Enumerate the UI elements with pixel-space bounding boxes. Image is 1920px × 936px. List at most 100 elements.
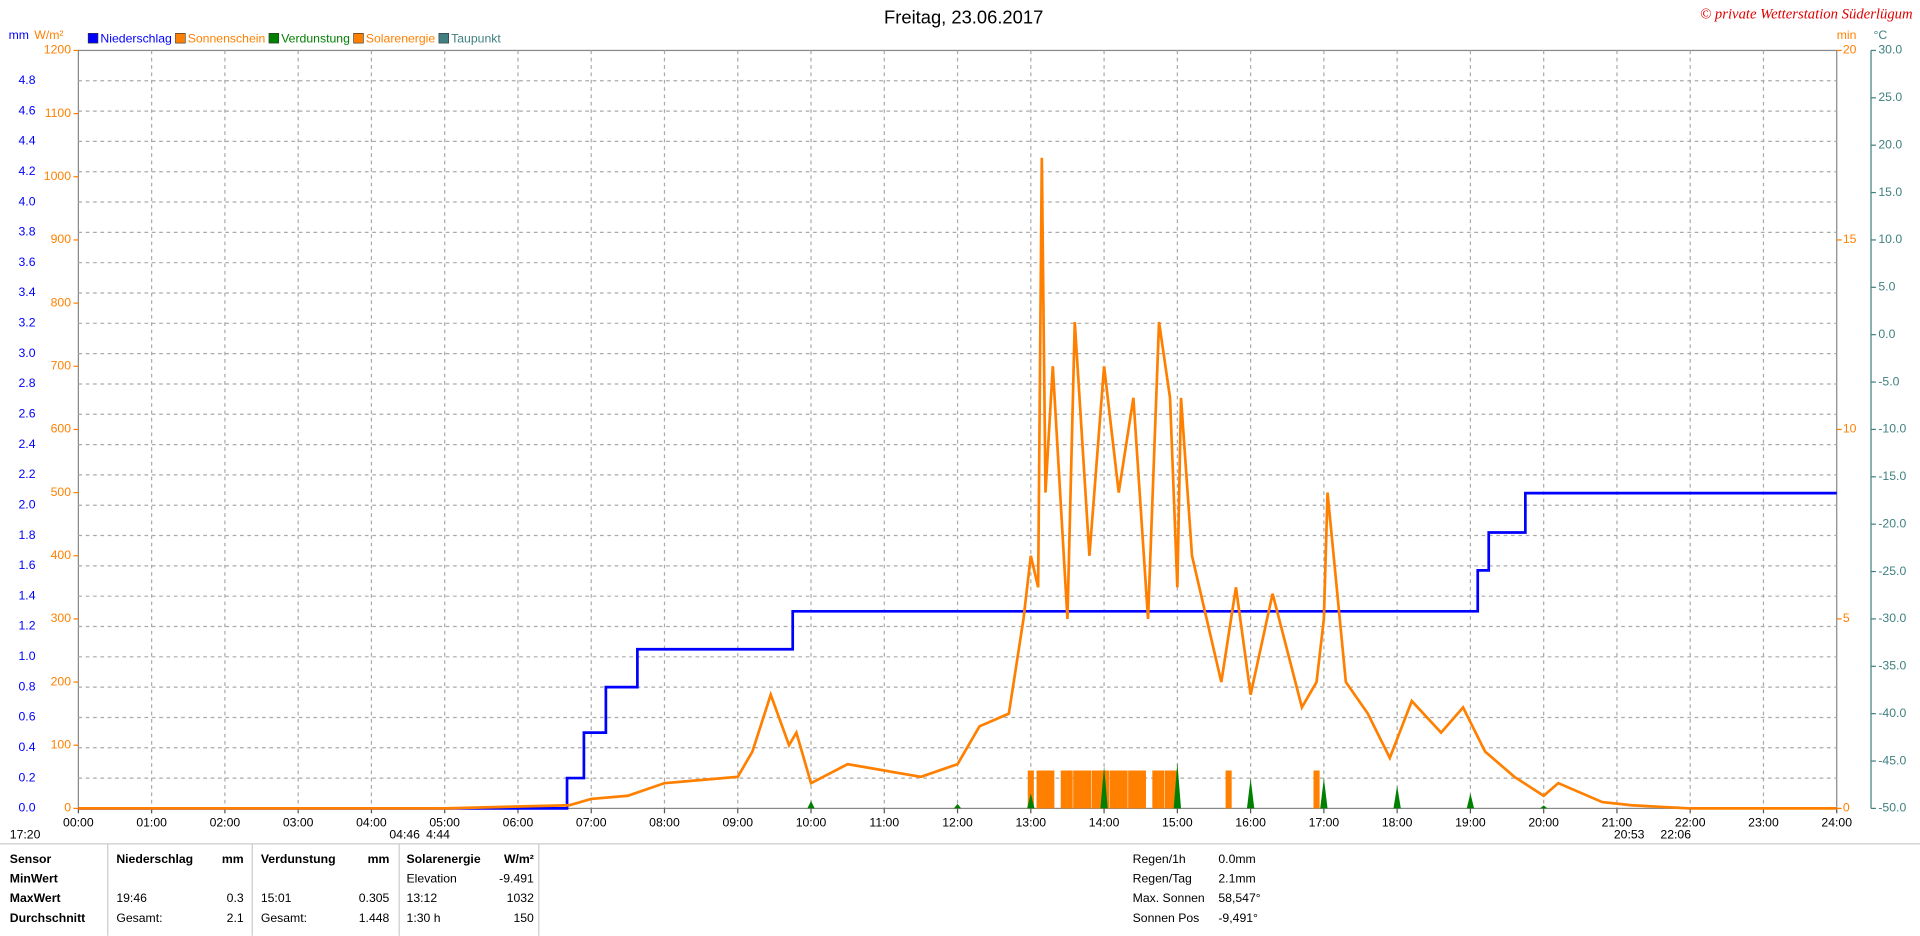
series-line: [78, 157, 1837, 810]
table-cell: 1:30 h: [407, 911, 441, 925]
x-tick-label: 09:00: [722, 815, 753, 829]
legend-swatch: [268, 32, 280, 44]
event-time: 17:20: [10, 828, 41, 842]
y3-tick-label: 5.0: [1878, 280, 1895, 294]
sunshine-bar: [1170, 770, 1177, 809]
info-value: 58,547°: [1218, 891, 1260, 905]
sunshine-bar: [1225, 770, 1232, 809]
x-tick-label: 20:00: [1528, 815, 1559, 829]
y-tick-label: 1.4: [18, 588, 35, 602]
y3-tick-label: -40.0: [1878, 706, 1906, 720]
info-value: 2.1mm: [1218, 872, 1255, 886]
info-label: Regen/1h: [1133, 852, 1186, 866]
info-label: Max. Sonnen: [1133, 891, 1205, 905]
legend-label: Solarenergie: [366, 32, 436, 46]
sunshine-bar: [1036, 770, 1043, 809]
info-label: Regen/Tag: [1133, 872, 1192, 886]
table-cell: Gesamt:: [261, 911, 307, 925]
x-tick-label: 03:00: [283, 815, 314, 829]
y3-tick-label: -5.0: [1878, 374, 1899, 388]
y3-tick-label: -30.0: [1878, 611, 1906, 625]
y-tick-label: 3.6: [18, 255, 35, 269]
y2-tick-label: 15: [1843, 232, 1857, 246]
sunshine-bar: [1060, 770, 1067, 809]
sunshine-bar: [1152, 770, 1159, 809]
y-tick-label: 1.2: [18, 619, 35, 633]
sunshine-bar: [1073, 770, 1080, 809]
y-tick-label: 2.2: [18, 467, 35, 481]
sunshine-bar: [1128, 770, 1135, 809]
y-tick-label: 3.8: [18, 225, 35, 239]
y-solar-tick-label: 100: [51, 737, 72, 751]
y2-tick-label: 10: [1843, 422, 1857, 436]
event-time: 20:53: [1614, 828, 1645, 842]
y3-tick-label: -50.0: [1878, 801, 1906, 815]
summary-table: [107, 843, 540, 936]
x-tick-label: 24:00: [1821, 815, 1852, 829]
table-cell: Solarenergie: [407, 852, 481, 866]
x-tick-label: 23:00: [1748, 815, 1779, 829]
table-cell: 1032: [507, 891, 534, 905]
y-tick-label: 2.0: [18, 497, 35, 511]
x-tick-label: 01:00: [136, 815, 167, 829]
table-cell: Sensor: [10, 852, 52, 866]
legend-swatch: [438, 32, 449, 44]
y-solar-tick-label: 1200: [44, 43, 71, 57]
sunshine-bar: [1164, 770, 1171, 809]
y3-tick-label: 15.0: [1878, 185, 1902, 199]
table-cell: 13:12: [407, 891, 438, 905]
y3-tick-label: -10.0: [1878, 422, 1906, 436]
y-tick-label: 1.6: [18, 558, 35, 572]
info-label: Sonnen Pos: [1133, 911, 1200, 925]
y-solar-tick-label: 1100: [45, 106, 72, 120]
table-cell: Gesamt:: [116, 911, 162, 925]
evaporation-spike: [1246, 778, 1255, 809]
table-cell: 150: [513, 911, 534, 925]
x-tick-label: 10:00: [796, 815, 827, 829]
y3-tick-label: 30.0: [1878, 43, 1902, 57]
evaporation-spike: [1320, 778, 1328, 809]
sunshine-bar: [1079, 770, 1086, 809]
y-tick-label: 0.8: [18, 679, 35, 693]
table-cell: 0.3: [227, 891, 244, 905]
event-time: 04:46: [389, 828, 420, 842]
info-value: -9,491°: [1218, 911, 1258, 925]
y2-tick-label: 20: [1843, 43, 1857, 57]
table-cell: mm: [222, 852, 244, 866]
x-tick-label: 19:00: [1455, 815, 1486, 829]
y3-tick-label: -15.0: [1878, 469, 1906, 483]
evaporation-spike: [1100, 765, 1108, 809]
y2-tick-label: 0: [1843, 801, 1850, 815]
copyright: © private Wetterstation Süderlügum: [1700, 6, 1913, 22]
sunshine-bar: [1048, 770, 1055, 809]
table-cell: MinWert: [10, 872, 58, 886]
table-cell: 0.305: [359, 891, 390, 905]
y-solar-tick-label: 900: [51, 232, 72, 246]
y3-tick-label: 10.0: [1878, 232, 1902, 246]
y-tick-label: 4.0: [18, 194, 35, 208]
evaporation-spike: [1393, 785, 1401, 809]
unit-solar: W/m²: [34, 28, 63, 42]
y-tick-label: 0.2: [18, 770, 35, 784]
y-tick-label: 4.4: [18, 134, 35, 148]
x-tick-label: 04:00: [356, 815, 387, 829]
sunshine-bar: [1097, 770, 1104, 809]
sunshine-bar: [1115, 770, 1122, 809]
y-solar-tick-label: 200: [51, 674, 72, 688]
y-tick-label: 3.2: [18, 316, 35, 330]
x-tick-label: 14:00: [1089, 815, 1120, 829]
table-cell: MaxWert: [10, 891, 61, 905]
info-value: 0.0mm: [1218, 852, 1255, 866]
x-tick-label: 16:00: [1235, 815, 1266, 829]
y-tick-label: 0.6: [18, 710, 35, 724]
legend-swatch: [87, 32, 99, 44]
table-cell: 19:46: [116, 891, 147, 905]
legend-swatch: [353, 32, 364, 44]
y-solar-tick-label: 600: [51, 422, 72, 436]
y-solar-tick-label: 400: [51, 548, 72, 562]
legend-label: Verdunstung: [281, 32, 350, 46]
x-tick-label: 21:00: [1602, 815, 1633, 829]
x-tick-label: 11:00: [869, 815, 899, 829]
